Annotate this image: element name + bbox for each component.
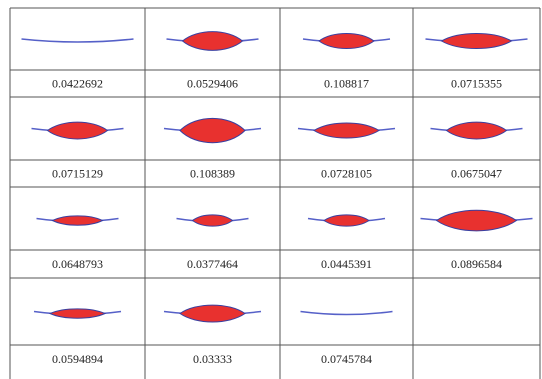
outline-curve [22,39,134,42]
lens-shape [319,34,374,49]
cell-label: 0.0422692 [52,76,103,90]
lens-shape [48,122,108,139]
lens-shape [193,215,233,226]
lens-shape [437,210,517,231]
cell-label: 0.0896584 [451,257,502,271]
cell-label: 0.0745784 [321,352,372,366]
lens-shape [180,305,245,322]
lens-shape [324,215,369,226]
cell-label: 0.0529406 [187,76,238,90]
lens-shape [442,34,512,49]
cell-label: 0.0445391 [321,257,372,271]
lens-shape [183,32,243,51]
page: 0.0422692 0.0529406 0.108817 0.0715355 0.071… [0,0,542,379]
cell-label: 0.108389 [190,166,235,180]
cell-label: 0.0675047 [451,166,502,180]
lens-shape [180,118,245,142]
cell-label: 0.03333 [193,352,232,366]
lens-shape [50,309,105,318]
cell-label: 0.0728105 [321,166,372,180]
cell-label: 0.0594894 [52,352,103,366]
lens-shape [447,122,507,139]
cell-label: 0.108817 [324,76,369,90]
cell-label: 0.0715355 [451,76,502,90]
cell-label: 0.0715129 [52,166,103,180]
figure-grid: 0.0422692 0.0529406 0.108817 0.0715355 0.071… [0,0,542,379]
cell-label: 0.0648793 [52,257,103,271]
lens-shape [314,123,379,138]
cell-label: 0.0377464 [187,257,238,271]
outline-curve [301,312,393,315]
lens-shape [53,216,103,225]
